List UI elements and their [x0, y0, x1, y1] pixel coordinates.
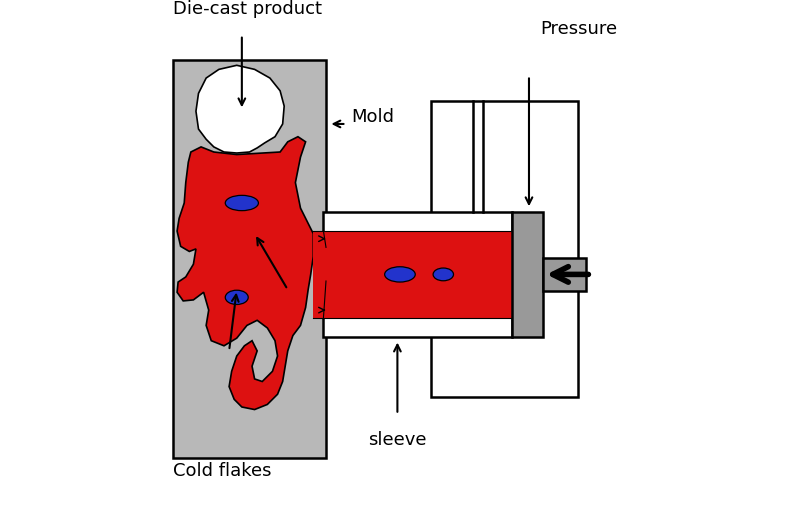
Text: Cold flakes: Cold flakes	[173, 461, 271, 478]
Polygon shape	[324, 232, 326, 318]
Bar	[313, 232, 512, 318]
Bar	[173, 61, 326, 458]
Text: Pressure: Pressure	[540, 20, 617, 38]
Polygon shape	[177, 137, 313, 410]
Ellipse shape	[385, 267, 415, 282]
Ellipse shape	[225, 291, 248, 305]
Text: sleeve: sleeve	[368, 430, 427, 448]
Bar	[324, 212, 512, 337]
Bar	[543, 258, 586, 291]
Text: Die-cast product: Die-cast product	[173, 0, 322, 18]
Bar	[512, 212, 543, 337]
Ellipse shape	[433, 268, 453, 281]
Text: Mold: Mold	[352, 108, 394, 126]
Polygon shape	[196, 66, 284, 154]
Ellipse shape	[225, 196, 258, 211]
Bar	[431, 102, 579, 397]
